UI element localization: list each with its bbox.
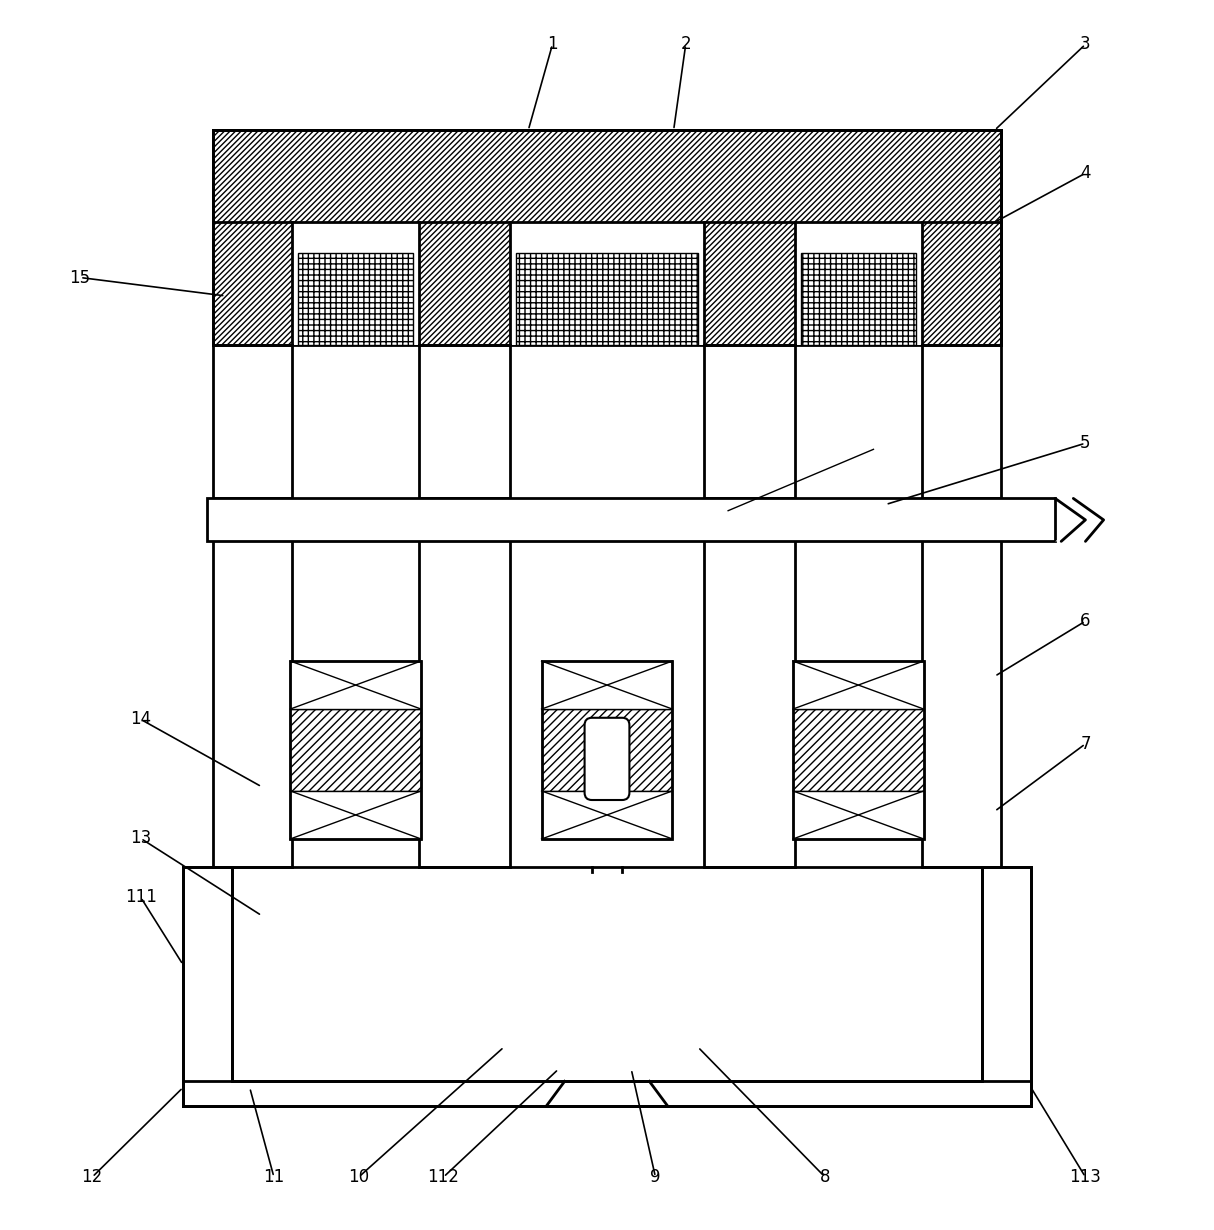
- Text: 2: 2: [680, 36, 691, 53]
- Text: 11: 11: [263, 1168, 284, 1186]
- Bar: [290, 661, 421, 708]
- Bar: [801, 253, 915, 344]
- Text: 12: 12: [81, 1168, 103, 1186]
- Bar: [795, 223, 921, 344]
- Text: 8: 8: [819, 1168, 830, 1186]
- Text: 14: 14: [130, 710, 152, 728]
- Bar: [793, 661, 924, 839]
- Bar: [793, 708, 924, 791]
- Text: 15: 15: [69, 268, 91, 287]
- Bar: [299, 253, 413, 344]
- Bar: [516, 253, 698, 344]
- Text: 13: 13: [130, 829, 152, 847]
- Text: 6: 6: [1080, 613, 1090, 630]
- Bar: [793, 661, 924, 708]
- Bar: [510, 223, 704, 344]
- Text: 111: 111: [125, 888, 157, 907]
- Bar: [183, 867, 232, 1106]
- Bar: [290, 708, 421, 791]
- Text: 5: 5: [1080, 434, 1090, 453]
- Text: 4: 4: [1080, 164, 1090, 182]
- Text: 112: 112: [427, 1168, 459, 1186]
- Text: 1: 1: [548, 36, 557, 53]
- Bar: [541, 791, 673, 839]
- Bar: [208, 498, 1055, 541]
- Bar: [982, 867, 1031, 1106]
- Bar: [293, 223, 419, 344]
- Bar: [290, 791, 421, 839]
- Bar: [183, 1081, 1031, 1106]
- Bar: [214, 130, 1000, 344]
- Bar: [541, 661, 673, 839]
- Bar: [793, 791, 924, 839]
- Bar: [290, 661, 421, 839]
- Polygon shape: [1055, 498, 1085, 541]
- Bar: [541, 708, 673, 791]
- FancyBboxPatch shape: [585, 718, 629, 800]
- Text: 10: 10: [348, 1168, 369, 1186]
- Text: 3: 3: [1080, 36, 1090, 53]
- Text: 9: 9: [651, 1168, 660, 1186]
- Bar: [214, 130, 1000, 223]
- Text: 113: 113: [1070, 1168, 1101, 1186]
- Text: 7: 7: [1080, 734, 1090, 753]
- Bar: [541, 661, 673, 708]
